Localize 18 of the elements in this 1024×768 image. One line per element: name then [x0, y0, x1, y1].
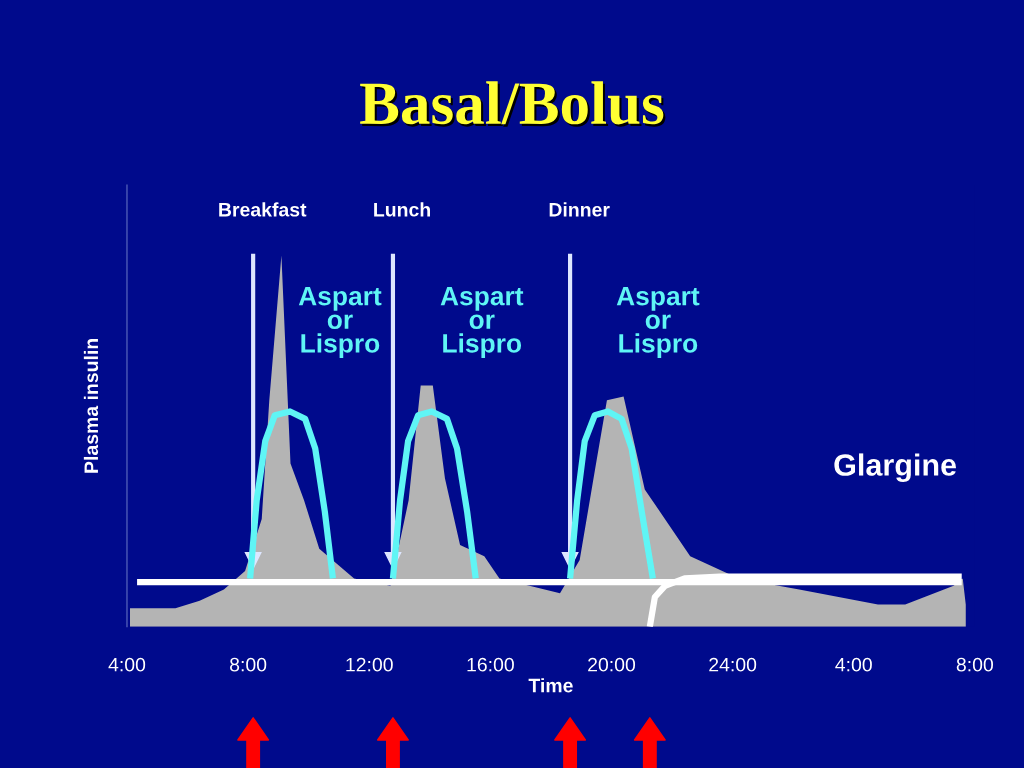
- x-tick-label: 4:00: [108, 657, 146, 672]
- annotation: Aspart or Lispro: [440, 287, 524, 358]
- x-tick-label: 16:00: [467, 657, 514, 672]
- x-tick-label: 8:00: [230, 657, 267, 672]
- x-axis-title: Time: [528, 678, 573, 693]
- x-tick-label: 20:00: [588, 657, 636, 672]
- ref-line-label: Breakfast: [219, 202, 307, 217]
- annotation: Glargine: [834, 453, 957, 483]
- x-tick-label: 12:00: [346, 657, 393, 672]
- ref-line-label: Lunch: [374, 202, 430, 217]
- ref-line-label: Dinner: [549, 202, 610, 217]
- annotation: Aspart or Lispro: [298, 287, 382, 358]
- annotation: Aspart or Lispro: [616, 287, 700, 358]
- chart-title: Basal/Bolus: [362, 83, 666, 127]
- x-tick-label: 4:00: [835, 657, 872, 672]
- y-axis-title: Plasma insulin: [83, 339, 99, 473]
- x-tick-label: 24:00: [709, 657, 757, 672]
- x-tick-label: 8:00: [956, 657, 994, 672]
